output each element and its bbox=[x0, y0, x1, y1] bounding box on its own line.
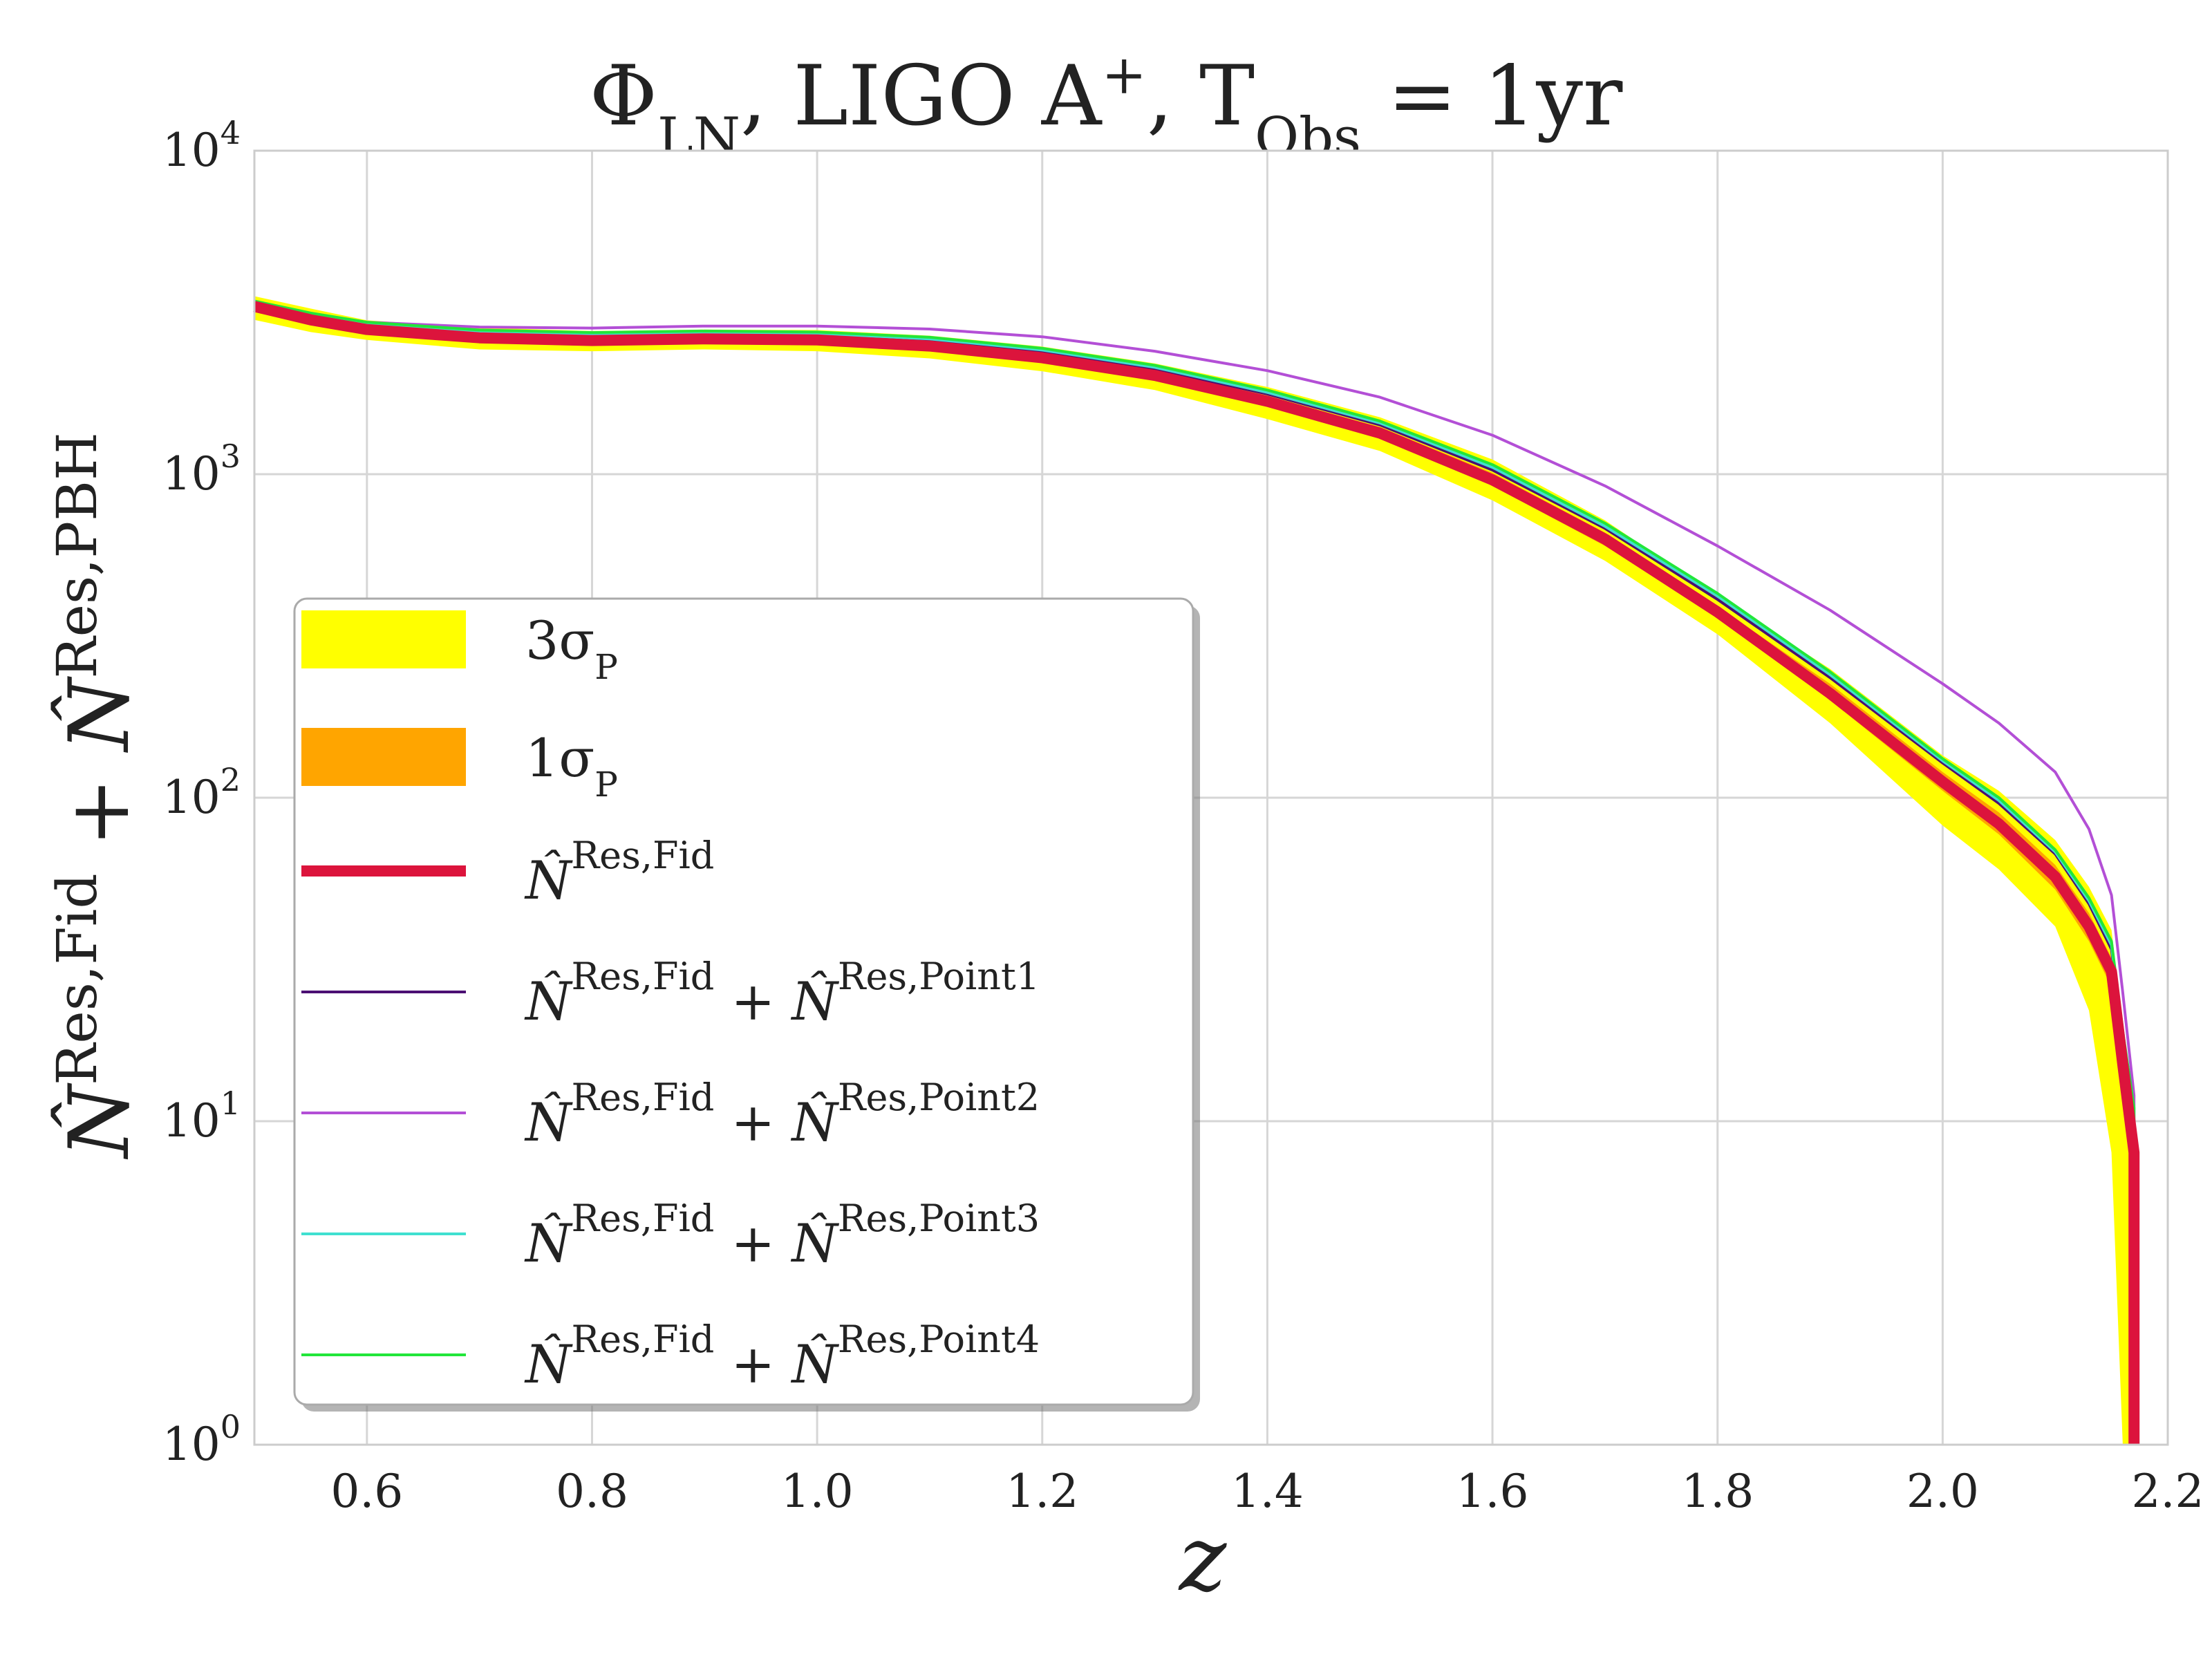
x-tick-label: 0.6 bbox=[330, 1465, 403, 1518]
series-line-3 bbox=[254, 301, 2136, 1445]
y-tick-label: 102 bbox=[162, 761, 241, 824]
title-ligo: LIGO A bbox=[793, 48, 1102, 144]
legend-label: 3σP bbox=[525, 610, 618, 687]
y-label-n2: N̂ bbox=[50, 676, 148, 753]
legend-box bbox=[293, 597, 1194, 1406]
series-line-2 bbox=[254, 303, 2136, 1445]
y-tick-label: 100 bbox=[162, 1408, 241, 1471]
x-tick-label: 1.8 bbox=[1681, 1465, 1754, 1518]
title-sep2: , bbox=[1147, 48, 1199, 144]
legend-label: N̂Res,Fid + N̂Res,Point4 bbox=[524, 1318, 1040, 1395]
y-tick-label: 104 bbox=[162, 114, 241, 177]
legend: 3σP 1σP N̂Res,Fid N̂Res,Fid + N̂Res,Point1 N… bbox=[293, 597, 1200, 1412]
y-axis-label: N̂Res,Fid + N̂Res,PBH bbox=[45, 432, 149, 1160]
legend-patch bbox=[301, 610, 466, 668]
y-tick-labels: 100 101 102 103 104 bbox=[162, 114, 241, 1471]
plot-frame bbox=[253, 149, 2169, 1446]
x-tick-label: 0.8 bbox=[556, 1465, 628, 1518]
legend-label: N̂Res,Fid + N̂Res,Point1 bbox=[524, 955, 1040, 1032]
legend-item: N̂Res,Fid + N̂Res,Point3 bbox=[301, 1197, 1040, 1274]
title-phi: Φ bbox=[590, 48, 657, 144]
y-label-plus: + bbox=[52, 751, 148, 874]
legend-label: N̂Res,Fid + N̂Res,Point3 bbox=[524, 1197, 1040, 1274]
y-tick-label: 103 bbox=[162, 438, 241, 500]
x-tick-label: 1.4 bbox=[1231, 1465, 1304, 1518]
series-lines bbox=[253, 299, 2140, 1445]
y-tick-label: 101 bbox=[162, 1085, 241, 1147]
series-line-4 bbox=[254, 299, 2136, 1445]
legend-label: N̂Res,Fid bbox=[524, 834, 714, 911]
title-sep1: , bbox=[740, 48, 793, 144]
legend-item: N̂Res,Fid + N̂Res,Point4 bbox=[301, 1318, 1040, 1395]
x-tick-label: 1.2 bbox=[1006, 1465, 1078, 1518]
series-line-0 bbox=[253, 301, 2140, 1445]
legend-label: 1σP bbox=[525, 727, 618, 805]
title-eq: = 1yr bbox=[1361, 48, 1623, 144]
legend-item: N̂Res,Fid bbox=[301, 834, 714, 911]
y-label-sup1: Res,Fid bbox=[45, 873, 109, 1085]
legend-patch bbox=[301, 728, 466, 786]
x-tick-label: 2.0 bbox=[1906, 1465, 1979, 1518]
title-ligo-sup: + bbox=[1101, 44, 1146, 106]
title-t: T bbox=[1199, 48, 1255, 144]
x-axis-label: z bbox=[1178, 1506, 1228, 1611]
legend-label: N̂Res,Fid + N̂Res,Point2 bbox=[524, 1076, 1040, 1153]
x-tick-label: 1.6 bbox=[1456, 1465, 1529, 1518]
x-tick-label: 1.0 bbox=[781, 1465, 854, 1518]
x-tick-label: 2.2 bbox=[2132, 1465, 2204, 1518]
legend-item: N̂Res,Fid + N̂Res,Point1 bbox=[301, 955, 1040, 1032]
legend-item: 1σP bbox=[301, 727, 618, 805]
y-label-n1: N̂ bbox=[50, 1082, 148, 1160]
y-label-sup2: Res,PBH bbox=[45, 432, 109, 678]
legend-item: 3σP bbox=[301, 610, 618, 687]
legend-item: N̂Res,Fid + N̂Res,Point2 bbox=[301, 1076, 1040, 1153]
x-tick-labels: 0.6 0.8 1.0 1.2 1.4 1.6 1.8 2.0 2.2 bbox=[330, 1465, 2204, 1518]
